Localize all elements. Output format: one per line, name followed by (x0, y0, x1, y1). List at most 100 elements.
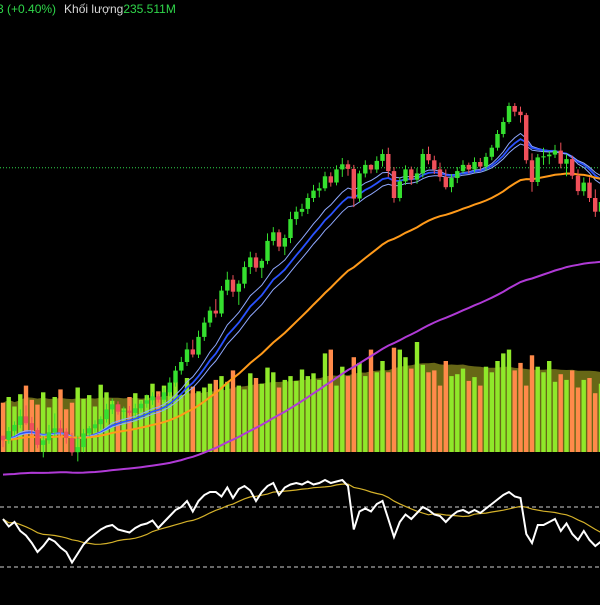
candle-body (334, 169, 339, 183)
volume-bar (397, 349, 402, 452)
candle-body (414, 173, 420, 180)
candle-body (529, 160, 535, 182)
candle (23, 405, 29, 425)
candle-body (374, 160, 379, 170)
volume-bar (466, 380, 471, 452)
candle (460, 160, 466, 174)
candle (391, 167, 397, 203)
candle (161, 387, 167, 402)
candle (6, 427, 11, 444)
volume-label: Khối lượng (64, 2, 124, 16)
candle (225, 271, 230, 296)
candle-body (524, 115, 529, 161)
candle (564, 154, 569, 177)
candle-body (558, 150, 563, 164)
candle (368, 164, 374, 174)
candle-body (179, 362, 184, 371)
candle-body (173, 370, 178, 383)
candle (202, 317, 207, 341)
candle-body (196, 336, 201, 355)
candle-body (518, 111, 523, 116)
candle (46, 424, 52, 444)
candle-body (207, 310, 213, 323)
candle (414, 168, 420, 184)
volume-bar (207, 383, 213, 452)
candle (35, 427, 40, 449)
candle (104, 403, 109, 423)
candle-body (432, 160, 437, 170)
candle (288, 211, 293, 244)
candle (443, 169, 448, 190)
candle (374, 156, 379, 173)
candle (472, 157, 477, 173)
volume-bar (127, 397, 132, 452)
volume-bar (87, 395, 92, 452)
volume-bar (115, 404, 121, 452)
candle-body (276, 232, 282, 247)
candle-body (495, 134, 500, 148)
candle (276, 229, 282, 252)
volume-value: 235.511M (123, 2, 176, 16)
candle-body (87, 428, 92, 434)
volume-bar (529, 355, 535, 452)
candle (363, 160, 368, 178)
volume-bar (547, 361, 552, 452)
candle (133, 403, 138, 417)
candle-body (144, 400, 149, 404)
volume-bar (6, 397, 11, 452)
candle-body (403, 169, 408, 182)
candle-body (363, 164, 368, 174)
candle (253, 252, 259, 272)
candle-body (426, 154, 431, 161)
candle-body (64, 431, 69, 438)
candle-body (69, 438, 75, 453)
volume-bar (242, 389, 247, 452)
candle-body (104, 409, 109, 420)
volume-bar (219, 376, 224, 452)
volume-bar (305, 376, 310, 452)
candle-body (202, 322, 207, 337)
ma-slow-line (2, 260, 600, 476)
volume-bar (345, 376, 351, 452)
volume-bar (420, 364, 425, 452)
candle-body (598, 202, 600, 212)
volume-bar (460, 368, 466, 452)
candle (524, 112, 529, 164)
candle-body (167, 382, 172, 393)
candle (115, 401, 121, 415)
candle-body (386, 154, 391, 172)
candle-body (46, 432, 52, 441)
candle-body (305, 198, 310, 209)
volume-bar (225, 381, 230, 452)
candle-body (253, 257, 259, 268)
candle (150, 392, 155, 405)
candle (397, 177, 402, 202)
volume-bar (506, 349, 512, 452)
candle-body (236, 283, 241, 292)
volume-bar (322, 353, 328, 452)
candle-body (472, 162, 477, 170)
volume-bar (478, 385, 483, 452)
ma-mid-line (2, 172, 600, 442)
volume-bar (409, 368, 414, 452)
volume-bar (357, 362, 362, 452)
volume-bar (190, 386, 195, 452)
volume-bar (455, 374, 460, 452)
candle (328, 172, 333, 187)
candle-body (541, 156, 546, 158)
candle (575, 169, 581, 196)
volume-bar (489, 372, 494, 452)
candle-body (242, 267, 247, 284)
candle (581, 177, 586, 196)
candle (380, 149, 385, 167)
candle (87, 426, 92, 437)
volume-bar (374, 372, 379, 452)
volume-bar (196, 391, 201, 452)
candle (311, 184, 316, 202)
candle (535, 154, 540, 186)
candle (432, 155, 437, 174)
volume-bar (391, 347, 397, 452)
candle (184, 342, 190, 366)
